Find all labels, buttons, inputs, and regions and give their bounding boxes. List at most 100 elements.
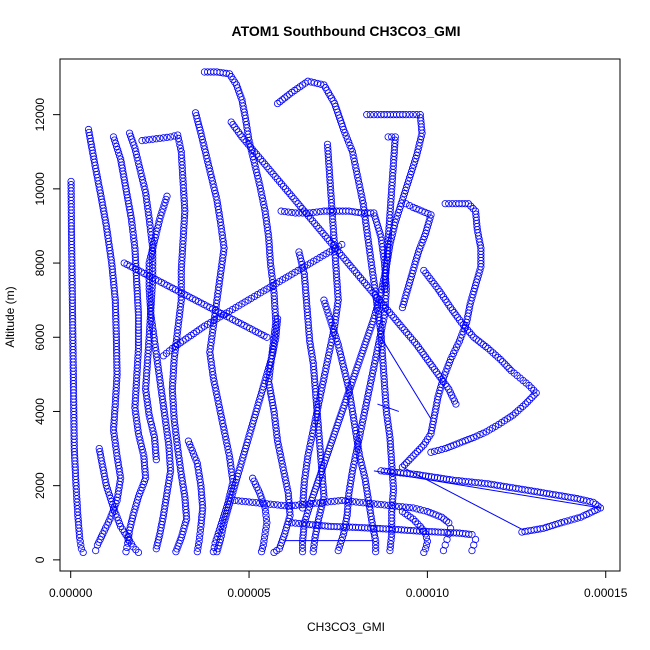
data-point bbox=[380, 501, 389, 509]
data-point bbox=[227, 118, 235, 126]
data-point bbox=[388, 502, 396, 510]
data-point bbox=[455, 316, 464, 324]
data-point bbox=[113, 146, 122, 154]
data-point bbox=[406, 333, 415, 341]
data-point bbox=[438, 375, 446, 383]
data-point bbox=[194, 541, 203, 549]
data-point bbox=[423, 355, 431, 364]
data-point bbox=[340, 527, 348, 535]
data-point bbox=[258, 544, 267, 552]
data-point bbox=[459, 321, 467, 329]
data-point bbox=[285, 90, 294, 98]
data-point bbox=[257, 548, 266, 556]
data-point bbox=[304, 212, 313, 220]
data-point bbox=[261, 160, 269, 168]
data-point bbox=[352, 269, 360, 277]
x-axis: 0.00000 0.00005 0.00010 0.00015 bbox=[49, 571, 628, 600]
data-point bbox=[244, 140, 252, 148]
data-point bbox=[159, 134, 168, 142]
data-point bbox=[298, 541, 307, 549]
data-point bbox=[372, 541, 380, 549]
data-point bbox=[494, 353, 502, 361]
chart-title: ATOM1 Southbound CH3CO3_GMI bbox=[232, 23, 461, 39]
data-point bbox=[236, 130, 244, 139]
data-point bbox=[325, 312, 333, 320]
data-point bbox=[296, 202, 304, 210]
y-tick-label: 8000 bbox=[33, 249, 47, 276]
data-point bbox=[338, 240, 346, 249]
data-point bbox=[452, 311, 460, 319]
data-point bbox=[114, 516, 122, 524]
data-point bbox=[238, 497, 246, 505]
data-point bbox=[441, 200, 449, 208]
connector-line bbox=[380, 336, 432, 420]
data-point bbox=[76, 534, 84, 542]
data-point bbox=[187, 443, 195, 452]
data-point bbox=[277, 501, 285, 509]
data-point bbox=[322, 302, 330, 311]
data-point bbox=[338, 123, 347, 131]
data-point bbox=[317, 80, 325, 88]
data-point bbox=[468, 546, 476, 555]
data-point bbox=[234, 497, 242, 505]
y-tick-label: 6000 bbox=[33, 324, 47, 351]
data-point bbox=[532, 389, 540, 397]
data-point bbox=[104, 488, 113, 496]
data-point bbox=[411, 517, 420, 526]
series-28 bbox=[249, 474, 271, 556]
data-point bbox=[369, 289, 377, 297]
data-point bbox=[306, 500, 315, 508]
data-point bbox=[406, 170, 415, 179]
data-point bbox=[284, 502, 292, 510]
data-point bbox=[411, 450, 419, 458]
data-point bbox=[463, 326, 472, 334]
data-point bbox=[398, 196, 407, 204]
data-point bbox=[377, 299, 385, 307]
data-point bbox=[521, 400, 530, 408]
series-14 bbox=[377, 467, 604, 536]
data-point bbox=[197, 519, 205, 527]
data-point bbox=[379, 301, 387, 309]
data-point bbox=[422, 545, 430, 553]
data-point bbox=[262, 511, 270, 519]
data-point bbox=[377, 289, 385, 297]
data-point bbox=[409, 452, 417, 460]
data-point bbox=[528, 393, 536, 401]
data-point bbox=[402, 328, 410, 336]
data-point bbox=[345, 138, 353, 146]
data-point bbox=[409, 111, 417, 119]
data-point bbox=[111, 503, 119, 511]
data-point bbox=[188, 447, 196, 455]
series-9 bbox=[273, 77, 398, 555]
data-point bbox=[413, 341, 421, 349]
data-point bbox=[354, 271, 363, 280]
data-point bbox=[402, 111, 410, 119]
data-point bbox=[108, 501, 117, 509]
data-point bbox=[334, 546, 342, 555]
series-26 bbox=[95, 444, 143, 557]
data-point bbox=[430, 447, 439, 455]
data-point bbox=[383, 306, 392, 314]
x-tick-label: 0.00000 bbox=[49, 586, 93, 600]
connector-lines bbox=[284, 336, 601, 542]
data-point bbox=[348, 264, 356, 272]
data-point bbox=[413, 447, 422, 456]
data-point bbox=[197, 522, 205, 531]
data-point bbox=[103, 485, 111, 493]
data-point bbox=[112, 499, 120, 508]
data-point bbox=[442, 517, 451, 525]
data-point bbox=[240, 135, 248, 143]
data-point bbox=[186, 440, 194, 448]
data-point bbox=[194, 544, 202, 552]
data-point bbox=[396, 321, 404, 329]
data-point bbox=[341, 497, 349, 505]
data-point bbox=[411, 338, 419, 346]
data-point bbox=[401, 186, 410, 195]
data-point bbox=[109, 504, 118, 512]
data-point bbox=[270, 500, 278, 509]
data-point bbox=[310, 544, 318, 552]
data-point bbox=[338, 496, 346, 505]
data-point bbox=[157, 211, 165, 219]
data-point bbox=[249, 498, 257, 506]
data-point bbox=[305, 503, 314, 511]
